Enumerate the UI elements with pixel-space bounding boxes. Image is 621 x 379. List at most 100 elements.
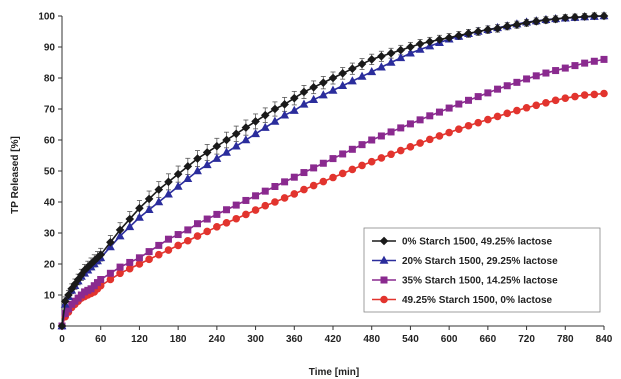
- data-point: [386, 48, 396, 58]
- data-point: [454, 31, 464, 40]
- data-point: [232, 201, 240, 209]
- x-tick-label: 360: [286, 334, 303, 345]
- data-point: [202, 148, 212, 157]
- series-3: [58, 55, 608, 330]
- data-point: [396, 45, 406, 55]
- data-point: [590, 57, 598, 65]
- x-tick-label: 540: [402, 334, 419, 345]
- data-point: [523, 75, 531, 83]
- data-point: [387, 128, 395, 136]
- data-point: [300, 185, 308, 194]
- data-point: [299, 87, 309, 97]
- data-point: [222, 147, 231, 156]
- legend-entry: 49.25% Starch 1500, 0% lactose: [402, 295, 553, 306]
- data-point: [154, 185, 164, 194]
- data-point: [328, 85, 338, 94]
- x-tick-label: 660: [480, 334, 497, 345]
- data-point: [368, 136, 376, 144]
- x-tick-label: 180: [170, 334, 187, 345]
- data-point: [405, 48, 415, 57]
- data-point: [512, 20, 522, 29]
- data-point: [106, 269, 114, 277]
- data-point: [310, 164, 318, 172]
- y-tick-label: 40: [44, 198, 56, 209]
- data-point: [376, 62, 386, 71]
- data-point: [386, 57, 396, 66]
- legend-swatch-marker: [379, 255, 389, 264]
- data-point: [455, 125, 463, 133]
- data-point: [97, 276, 105, 283]
- data-point: [232, 214, 241, 223]
- data-point: [348, 165, 357, 174]
- data-point: [309, 181, 318, 190]
- data-point: [106, 237, 115, 247]
- data-point: [406, 120, 414, 128]
- data-point: [289, 93, 299, 103]
- x-tick-label: 600: [441, 334, 458, 345]
- data-point: [174, 241, 182, 250]
- data-point: [184, 236, 192, 245]
- data-point: [135, 254, 143, 262]
- x-tick-label: 480: [363, 334, 380, 345]
- data-point: [484, 89, 492, 97]
- data-point: [348, 145, 356, 153]
- data-point: [281, 178, 289, 186]
- data-point: [357, 59, 367, 69]
- data-point: [289, 105, 299, 114]
- data-point: [125, 221, 135, 231]
- x-tick-label: 300: [247, 334, 264, 345]
- data-point: [493, 112, 502, 121]
- data-point: [174, 231, 182, 239]
- data-point: [531, 16, 541, 26]
- data-point: [242, 196, 250, 204]
- y-tick-label: 30: [44, 229, 56, 240]
- data-point: [144, 204, 154, 214]
- data-point: [126, 258, 134, 266]
- data-point: [580, 91, 589, 99]
- data-point: [551, 96, 560, 105]
- data-point: [319, 78, 328, 87]
- data-point: [318, 90, 328, 99]
- data-point: [473, 27, 483, 36]
- data-point: [474, 118, 482, 127]
- data-point: [261, 187, 269, 195]
- data-point: [251, 117, 260, 126]
- legend-swatch-marker: [379, 236, 389, 246]
- data-point: [396, 146, 405, 155]
- data-point: [115, 231, 125, 240]
- data-point: [164, 246, 173, 254]
- data-point: [125, 264, 134, 273]
- data-point: [570, 12, 580, 22]
- data-point: [484, 115, 492, 124]
- data-point: [455, 100, 463, 108]
- data-point: [135, 203, 144, 213]
- data-point: [223, 206, 231, 214]
- data-point: [502, 21, 512, 31]
- data-point: [397, 124, 405, 132]
- data-point: [444, 33, 454, 43]
- data-point: [599, 11, 609, 21]
- legend: 0% Starch 1500, 49.25% lactose 20% Starch…: [363, 227, 601, 313]
- data-point: [494, 85, 502, 93]
- data-point: [116, 263, 124, 271]
- data-point: [328, 73, 338, 83]
- y-axis-label: TP Released [%]: [10, 136, 21, 214]
- data-point: [435, 35, 444, 44]
- data-point: [145, 255, 153, 264]
- data-point: [261, 201, 270, 210]
- data-point: [57, 321, 67, 331]
- data-point: [377, 132, 385, 140]
- data-point: [260, 122, 270, 131]
- data-point: [426, 112, 434, 120]
- data-point: [319, 159, 327, 167]
- data-point: [319, 177, 328, 186]
- series-1: [57, 11, 609, 331]
- y-tick-label: 0: [49, 322, 55, 333]
- data-point: [115, 225, 125, 235]
- y-tick-label: 100: [38, 12, 55, 23]
- data-point: [425, 135, 434, 144]
- data-point: [125, 214, 135, 224]
- x-tick-label: 120: [131, 334, 148, 345]
- data-point: [465, 96, 472, 104]
- data-point: [251, 206, 260, 214]
